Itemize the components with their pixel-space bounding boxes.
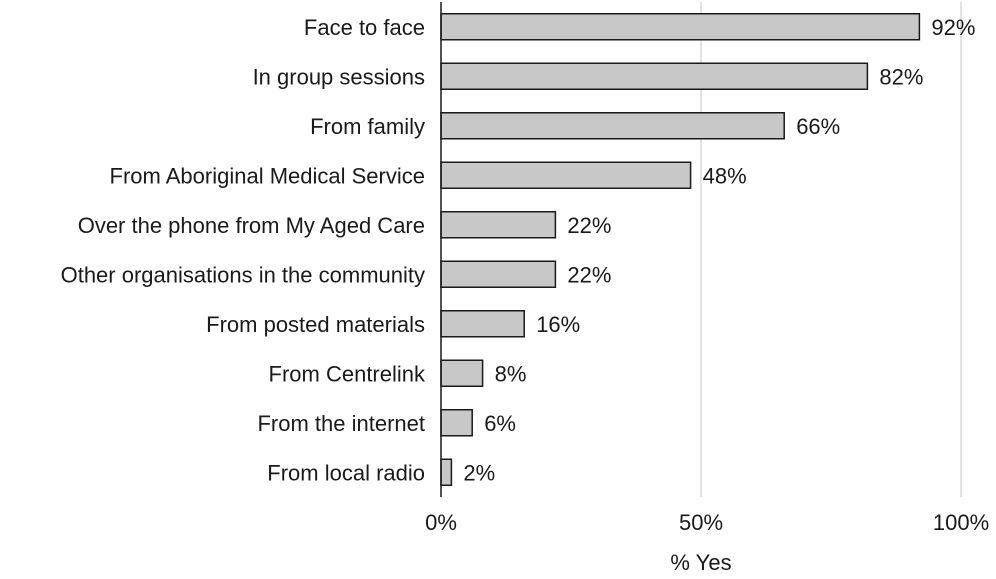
bar (440, 458, 453, 486)
category-label: From posted materials (206, 312, 425, 337)
x-axis-title: % Yes (670, 550, 731, 575)
bar (440, 260, 557, 288)
category-label: From the internet (257, 411, 425, 436)
category-label: Over the phone from My Aged Care (78, 213, 425, 238)
category-label: From local radio (267, 460, 425, 485)
bar (440, 62, 869, 90)
data-label: 16% (536, 312, 580, 337)
x-tick-label: 0% (425, 510, 457, 535)
data-label: 6% (484, 411, 516, 436)
data-label: 22% (567, 213, 611, 238)
bar (440, 359, 484, 387)
data-label: 22% (567, 262, 611, 287)
bar (440, 13, 921, 41)
x-tick-label: 50% (679, 510, 723, 535)
category-label: In group sessions (253, 64, 425, 89)
x-tick-label: 100% (933, 510, 989, 535)
data-label: 82% (879, 64, 923, 89)
data-label: 92% (931, 15, 975, 40)
data-label: 48% (703, 163, 747, 188)
data-label: 2% (463, 460, 495, 485)
category-label: From Aboriginal Medical Service (110, 163, 425, 188)
category-label: From family (310, 114, 425, 139)
x-tick-labels: 0% 50% 100% (425, 510, 989, 535)
category-label: From Centrelink (269, 361, 426, 386)
data-label: 8% (495, 361, 527, 386)
category-label: Face to face (304, 15, 425, 40)
bar (440, 112, 785, 140)
category-label: Other organisations in the community (61, 262, 425, 287)
bar (440, 161, 692, 189)
category-labels: Face to face In group sessions From family… (61, 15, 426, 486)
bar (440, 409, 473, 437)
bar (440, 211, 557, 239)
data-label: 66% (796, 114, 840, 139)
bar (440, 310, 525, 338)
value-labels: 92% 82% 66% 48% 22% 22% 16% 8% 6% 2% (463, 15, 975, 486)
